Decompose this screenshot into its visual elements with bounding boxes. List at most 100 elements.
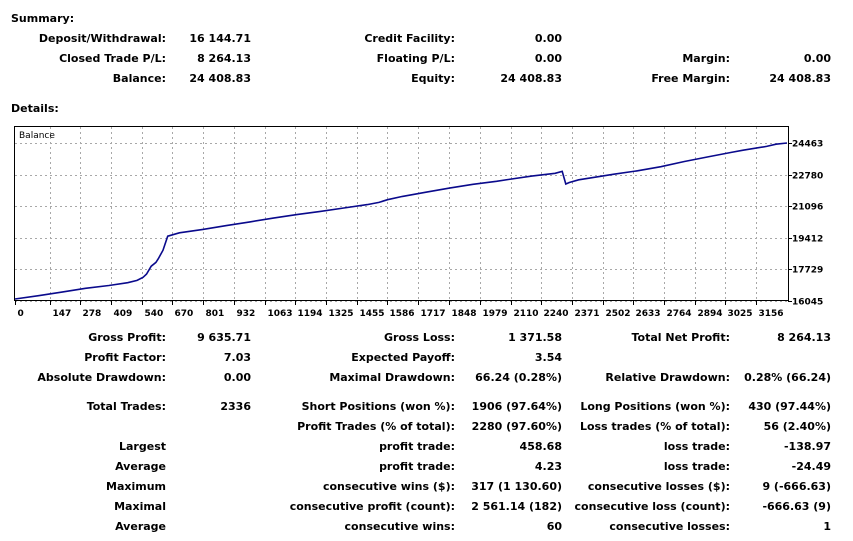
average-loss-label: loss trade: xyxy=(663,460,730,473)
max-consecutive-wins-label: consecutive wins ($): xyxy=(322,480,455,493)
y-tick-label: 19412 xyxy=(792,235,823,245)
y-tick-label: 24463 xyxy=(792,140,823,150)
relative-drawdown-value: 0.28% (66.24) xyxy=(744,371,831,384)
x-tick-label: 1325 xyxy=(329,309,354,319)
x-tick-label: 2894 xyxy=(698,309,723,319)
x-tick-label: 1063 xyxy=(268,309,293,319)
average-profit-value: 4.23 xyxy=(534,460,562,473)
chart-grid xyxy=(15,127,788,302)
maximal-drawdown-label: Maximal Drawdown: xyxy=(329,371,455,384)
loss-trades-value: 56 (2.40%) xyxy=(763,420,831,433)
x-tick-label: 0 xyxy=(18,309,24,319)
total-trades-value: 2336 xyxy=(220,400,251,413)
maximum-label: Maximum xyxy=(106,480,166,493)
closed-trade-label: Closed Trade P/L: xyxy=(59,52,166,65)
loss-trades-label: Loss trades (% of total): xyxy=(579,420,730,433)
average-loss-value: -24.49 xyxy=(791,460,831,473)
closed-trade-value: 8 264.13 xyxy=(197,52,251,65)
maximal-consecutive-loss-label: consecutive loss (count): xyxy=(574,500,730,513)
short-positions-label: Short Positions (won %): xyxy=(301,400,455,413)
credit-label: Credit Facility: xyxy=(364,32,455,45)
gross-loss-label: Gross Loss: xyxy=(384,331,455,344)
x-tick-label: 1848 xyxy=(452,309,477,319)
x-tick-label: 2502 xyxy=(606,309,631,319)
profit-trades-label: Profit Trades (% of total): xyxy=(297,420,455,433)
max-consecutive-wins-value: 317 (1 130.60) xyxy=(471,480,562,493)
balance-chart: Balance 24463 22780 21096 19412 17729 16045 0… xyxy=(14,126,823,319)
y-tick-label: 16045 xyxy=(792,298,823,308)
x-tick-label: 2764 xyxy=(667,309,692,319)
x-tick-label: 1717 xyxy=(421,309,446,319)
x-tick-label: 147 xyxy=(53,309,72,319)
x-tick-label: 2633 xyxy=(636,309,661,319)
x-tick-label: 1979 xyxy=(483,309,508,319)
y-tick-label: 22780 xyxy=(792,172,823,182)
summary-title: Summary: xyxy=(11,12,75,25)
largest-profit-value: 458.68 xyxy=(519,440,562,453)
credit-value: 0.00 xyxy=(534,32,562,45)
x-tick-label: 801 xyxy=(206,309,225,319)
max-consecutive-losses-value: 9 (-666.63) xyxy=(762,480,831,493)
chart-title: Balance xyxy=(19,131,55,141)
total-trades-label: Total Trades: xyxy=(86,400,166,413)
maximal-drawdown-value: 66.24 (0.28%) xyxy=(475,371,562,384)
profit-trades-value: 2280 (97.60%) xyxy=(471,420,562,433)
long-positions-label: Long Positions (won %): xyxy=(580,400,730,413)
avg-consecutive-losses-label: consecutive losses: xyxy=(609,520,730,533)
balance-label: Balance: xyxy=(112,72,166,85)
avg-consecutive-wins-value: 60 xyxy=(546,520,562,533)
gross-profit-label: Gross Profit: xyxy=(88,331,166,344)
y-tick-label: 21096 xyxy=(792,203,823,213)
equity-label: Equity: xyxy=(411,72,455,85)
maximal-consecutive-loss-value: -666.63 (9) xyxy=(762,500,831,513)
x-tick-label: 409 xyxy=(114,309,133,319)
gross-loss-value: 1 371.58 xyxy=(508,331,562,344)
chart-series xyxy=(14,142,788,300)
total-net-value: 8 264.13 xyxy=(777,331,831,344)
absolute-drawdown-value: 0.00 xyxy=(223,371,251,384)
x-tick-label: 2371 xyxy=(575,309,600,319)
x-tick-label: 278 xyxy=(83,309,102,319)
margin-label: Margin: xyxy=(682,52,730,65)
largest-loss-value: -138.97 xyxy=(783,440,831,453)
x-tick-label: 2240 xyxy=(544,309,569,319)
largest-profit-label: profit trade: xyxy=(379,440,455,453)
x-tick-label: 3025 xyxy=(728,309,753,319)
relative-drawdown-label: Relative Drawdown: xyxy=(605,371,730,384)
largest-label: Largest xyxy=(119,440,166,453)
y-tick-label: 17729 xyxy=(792,266,823,276)
average-label: Average xyxy=(115,460,166,473)
floating-label: Floating P/L: xyxy=(376,52,455,65)
max-consecutive-losses-label: consecutive losses ($): xyxy=(587,480,730,493)
deposit-label: Deposit/Withdrawal: xyxy=(38,32,166,45)
gross-profit-value: 9 635.71 xyxy=(197,331,251,344)
largest-loss-label: loss trade: xyxy=(663,440,730,453)
average-profit-label: profit trade: xyxy=(379,460,455,473)
floating-value: 0.00 xyxy=(534,52,562,65)
x-tick-label: 2110 xyxy=(514,309,539,319)
free-margin-value: 24 408.83 xyxy=(769,72,831,85)
long-positions-value: 430 (97.44%) xyxy=(748,400,831,413)
x-tick-label: 1194 xyxy=(298,309,323,319)
maximal-consecutive-profit-label: consecutive profit (count): xyxy=(289,500,455,513)
avg-consecutive-wins-label: consecutive wins: xyxy=(344,520,455,533)
short-positions-value: 1906 (97.64%) xyxy=(471,400,562,413)
profit-factor-label: Profit Factor: xyxy=(84,351,166,364)
x-tick-label: 1586 xyxy=(390,309,415,319)
y-axis-ticks: 24463 22780 21096 19412 17729 16045 xyxy=(788,140,823,308)
equity-value: 24 408.83 xyxy=(500,72,562,85)
free-margin-label: Free Margin: xyxy=(651,72,730,85)
x-tick-label: 540 xyxy=(145,309,164,319)
chart-frame xyxy=(14,126,789,301)
x-tick-label: 932 xyxy=(237,309,256,319)
balance-value: 24 408.83 xyxy=(189,72,251,85)
x-tick-label: 1455 xyxy=(360,309,385,319)
expected-payoff-value: 3.54 xyxy=(534,351,562,364)
deposit-value: 16 144.71 xyxy=(189,32,251,45)
margin-value: 0.00 xyxy=(803,52,831,65)
avg-consecutive-losses-value: 1 xyxy=(823,520,831,533)
average-consecutive-label: Average xyxy=(115,520,166,533)
x-tick-label: 670 xyxy=(175,309,194,319)
maximal-consecutive-profit-value: 2 561.14 (182) xyxy=(471,500,562,513)
details-title: Details: xyxy=(11,102,59,115)
